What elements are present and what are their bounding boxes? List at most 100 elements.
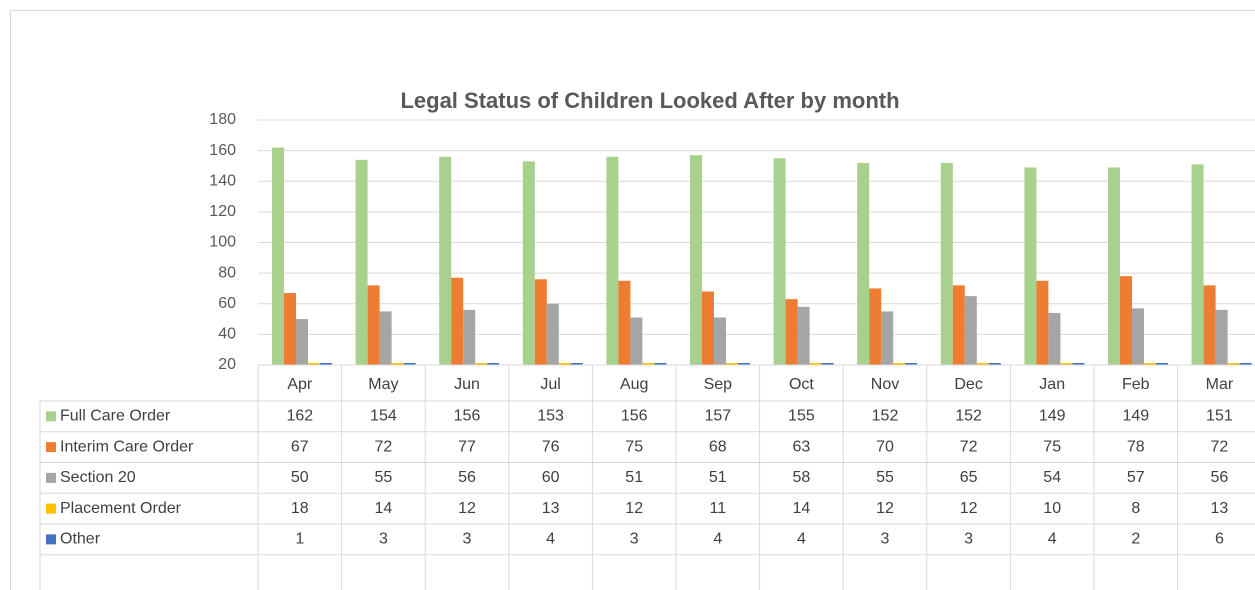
table-value: 75 — [625, 438, 643, 455]
legend-label: Full Care Order — [60, 408, 171, 425]
table-value: 157 — [704, 408, 731, 425]
bar — [1215, 309, 1228, 365]
bar — [893, 363, 906, 365]
x-tick-label: Aug — [620, 376, 648, 393]
bar — [642, 363, 655, 365]
bar — [773, 158, 786, 365]
bar — [702, 291, 714, 365]
table-value: 51 — [625, 469, 643, 486]
table-value: 72 — [1211, 438, 1229, 455]
x-tick-label: Sep — [704, 376, 733, 393]
y-tick-label: 180 — [209, 111, 236, 128]
x-tick-label: Dec — [954, 376, 982, 393]
table-value: 55 — [375, 469, 393, 486]
legend-label: Other — [60, 531, 101, 548]
x-tick-label: Jun — [454, 376, 480, 393]
bar — [1108, 167, 1120, 365]
y-tick-label: 120 — [209, 203, 236, 220]
y-tick-label: 140 — [209, 172, 236, 189]
x-tick-label: Jan — [1039, 376, 1065, 393]
bar — [606, 156, 619, 365]
legend-swatch — [46, 472, 56, 483]
x-tick-label: Apr — [287, 376, 313, 393]
table-value: 4 — [546, 531, 555, 548]
table-value: 14 — [375, 500, 393, 517]
bar — [857, 162, 870, 365]
y-tick-label: 160 — [209, 142, 236, 159]
table-value: 12 — [458, 500, 476, 517]
y-tick-label: 20 — [218, 356, 236, 373]
bar — [1144, 363, 1156, 365]
table-value: 156 — [621, 408, 648, 425]
legend-swatch — [46, 503, 56, 514]
table-value: 13 — [1211, 500, 1229, 517]
table-value: 6 — [1215, 531, 1224, 548]
legend-swatch — [46, 411, 56, 422]
table-value: 51 — [709, 469, 727, 486]
table-value: 2 — [1131, 531, 1140, 548]
bar — [1060, 363, 1073, 365]
bar — [522, 161, 535, 365]
bar — [785, 299, 798, 365]
table-value: 151 — [1206, 408, 1233, 425]
table-value: 4 — [713, 531, 722, 548]
table-value: 4 — [1048, 531, 1057, 548]
bar — [1120, 276, 1132, 365]
y-tick-label: 100 — [209, 234, 236, 251]
x-tick-label: Oct — [789, 376, 814, 393]
bar — [487, 363, 500, 365]
bar — [296, 319, 308, 365]
bar — [1048, 312, 1061, 365]
table-value: 54 — [1043, 469, 1061, 486]
table-value: 153 — [537, 408, 564, 425]
table-value: 67 — [291, 438, 309, 455]
table-value: 149 — [1039, 408, 1066, 425]
bar — [1036, 280, 1049, 365]
table-value: 3 — [379, 531, 388, 548]
bar — [654, 363, 667, 365]
bar — [964, 296, 977, 365]
table-value: 76 — [542, 438, 560, 455]
table-value: 70 — [876, 438, 894, 455]
bar — [439, 156, 452, 365]
table-value: 152 — [872, 408, 899, 425]
bar — [797, 306, 810, 365]
table-value: 3 — [630, 531, 639, 548]
x-tick-label: May — [368, 376, 398, 393]
bar — [630, 317, 643, 365]
bar — [308, 363, 320, 365]
table-value: 78 — [1127, 438, 1145, 455]
bar — [284, 293, 296, 365]
table-value: 10 — [1043, 500, 1061, 517]
table-value: 155 — [788, 408, 815, 425]
bar — [976, 363, 989, 365]
table-value: 3 — [463, 531, 472, 548]
bar — [1203, 285, 1216, 365]
y-tick-label: 40 — [218, 326, 236, 343]
bar — [726, 363, 738, 365]
bar — [821, 363, 834, 365]
bar — [1132, 308, 1144, 365]
y-tick-label: 80 — [218, 264, 236, 281]
bar — [534, 279, 547, 365]
bar — [1227, 363, 1240, 365]
x-tick-label: Jul — [540, 376, 560, 393]
bar — [320, 363, 332, 365]
x-tick-label: Mar — [1206, 376, 1234, 393]
bar — [475, 363, 488, 365]
table-value: 60 — [542, 469, 560, 486]
bar — [463, 309, 476, 365]
bar — [1024, 167, 1037, 365]
table-value: 14 — [793, 500, 811, 517]
bar — [881, 311, 894, 365]
legend-label: Interim Care Order — [60, 438, 194, 455]
table-value: 149 — [1122, 408, 1149, 425]
bar — [1239, 363, 1252, 365]
bar — [809, 363, 822, 365]
y-tick-label: 60 — [218, 295, 236, 312]
table-value: 8 — [1131, 500, 1140, 517]
bar — [1191, 164, 1204, 365]
table-value: 156 — [454, 408, 481, 425]
table-value: 72 — [960, 438, 978, 455]
